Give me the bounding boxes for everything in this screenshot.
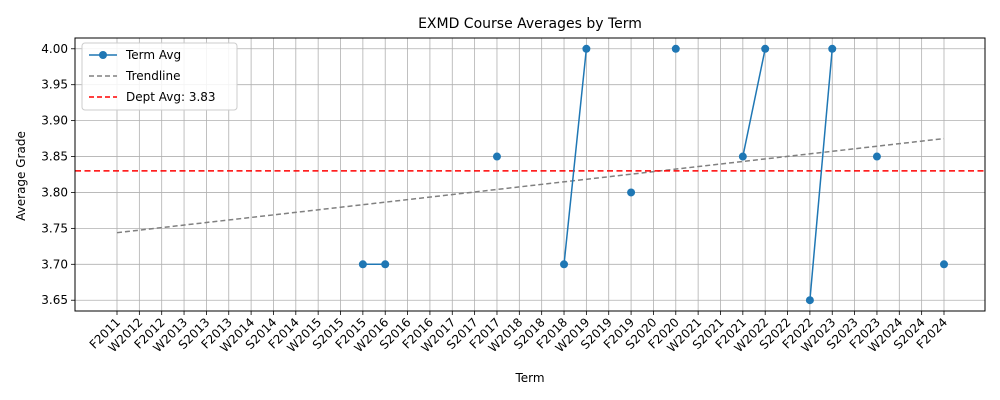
- y-tick-label: 3.95: [41, 78, 68, 92]
- data-point: [761, 44, 770, 53]
- x-axis-label: Term: [514, 371, 544, 385]
- y-tick-label: 3.65: [41, 293, 68, 307]
- legend-label: Term Avg: [125, 48, 181, 62]
- data-point: [582, 44, 591, 53]
- y-tick-label: 3.80: [41, 185, 68, 199]
- term-avg-line-segment: [809, 48, 833, 301]
- data-point: [627, 188, 636, 197]
- reference-lines: [75, 137, 985, 234]
- data-point: [358, 260, 367, 269]
- series-term-avg: [358, 44, 948, 305]
- y-axis: 3.65 3.70 3.75 3.80 3.85 3.90 3.95 4.00: [41, 42, 75, 307]
- y-tick-label: 3.85: [41, 150, 68, 164]
- data-point: [492, 152, 501, 161]
- y-tick-label: 3.75: [41, 221, 68, 235]
- y-tick-label: 3.70: [41, 257, 68, 271]
- data-point: [872, 152, 881, 161]
- legend-label: Dept Avg: 3.83: [126, 90, 216, 104]
- data-point: [828, 44, 837, 53]
- data-point: [738, 152, 747, 161]
- legend-label: Trendline: [125, 69, 181, 83]
- data-point: [671, 44, 680, 53]
- trendline: [116, 137, 945, 234]
- data-point: [805, 296, 814, 305]
- legend-marker-term-avg: [99, 51, 107, 59]
- data-point: [381, 260, 390, 269]
- data-point: [940, 260, 948, 269]
- chart-title: EXMD Course Averages by Term: [418, 16, 642, 32]
- data-point: [560, 260, 569, 269]
- y-axis-label: Average Grade: [14, 131, 28, 221]
- y-tick-label: 4.00: [41, 42, 68, 56]
- y-tick-label: 3.90: [41, 114, 68, 128]
- term-avg-line-segment: [563, 48, 588, 265]
- plot-frame: [74, 37, 986, 312]
- legend-box: [81, 42, 238, 111]
- term-avg-line-segment: [742, 48, 766, 157]
- legend: Term Avg Trendline Dept Avg: 3.83: [81, 42, 238, 111]
